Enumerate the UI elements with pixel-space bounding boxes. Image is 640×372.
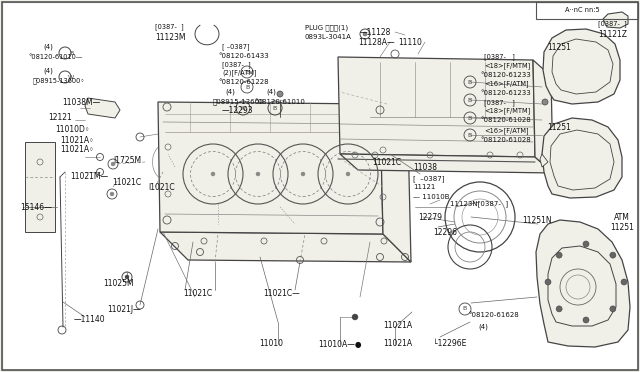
Text: 11123M: 11123M xyxy=(155,32,186,42)
Circle shape xyxy=(352,314,358,320)
Circle shape xyxy=(621,279,627,285)
Text: 0893L-3041A: 0893L-3041A xyxy=(305,34,352,40)
Circle shape xyxy=(545,279,551,285)
Text: B: B xyxy=(69,51,73,55)
Text: <18>[F/MTM]: <18>[F/MTM] xyxy=(484,62,531,69)
Text: (4): (4) xyxy=(43,44,53,50)
Text: [0387-  ]: [0387- ] xyxy=(222,62,251,68)
Text: °08120-61433: °08120-61433 xyxy=(218,53,269,59)
Text: 15146—: 15146— xyxy=(20,202,52,212)
Text: 11025M: 11025M xyxy=(103,279,134,289)
Text: (2)[F/ATM]: (2)[F/ATM] xyxy=(222,70,257,76)
Text: 11010: 11010 xyxy=(259,340,283,349)
Circle shape xyxy=(610,252,616,258)
Polygon shape xyxy=(540,154,548,167)
Text: 12296: 12296 xyxy=(433,228,457,237)
Text: ATM: ATM xyxy=(614,212,630,221)
Text: (4): (4) xyxy=(266,89,276,95)
Polygon shape xyxy=(85,98,120,118)
Polygon shape xyxy=(25,142,55,232)
Circle shape xyxy=(556,306,562,312)
Circle shape xyxy=(110,192,114,196)
Text: [0387-   ]: [0387- ] xyxy=(484,54,515,60)
Text: PLUG プラグ(1): PLUG プラグ(1) xyxy=(305,25,348,31)
Text: 11021M—: 11021M— xyxy=(70,171,108,180)
Polygon shape xyxy=(158,102,383,234)
Polygon shape xyxy=(542,118,622,198)
Text: —11140: —11140 xyxy=(74,315,106,324)
Text: I1021C: I1021C xyxy=(148,183,175,192)
Text: 12279: 12279 xyxy=(418,212,442,221)
Text: 11123N[0387-  ]: 11123N[0387- ] xyxy=(450,201,508,207)
Text: 11021A◦: 11021A◦ xyxy=(60,135,93,144)
Text: —11128: —11128 xyxy=(360,28,392,36)
Polygon shape xyxy=(380,104,411,262)
Polygon shape xyxy=(536,220,630,347)
Text: <16>[F/ATM]: <16>[F/ATM] xyxy=(484,128,529,134)
Circle shape xyxy=(301,172,305,176)
Circle shape xyxy=(256,172,260,176)
Circle shape xyxy=(125,275,129,279)
Text: 12121: 12121 xyxy=(48,112,72,122)
Text: °08120-61228: °08120-61228 xyxy=(218,79,269,85)
Text: — 11010B: — 11010B xyxy=(413,194,449,200)
Text: 11121Z: 11121Z xyxy=(598,29,627,38)
Text: W: W xyxy=(240,106,246,110)
Text: [  –0387]: [ –0387] xyxy=(413,176,445,182)
Circle shape xyxy=(277,91,283,97)
Text: 11021A: 11021A xyxy=(383,321,412,330)
Circle shape xyxy=(211,172,215,176)
Circle shape xyxy=(111,162,115,166)
Text: [0387-  ]: [0387- ] xyxy=(598,20,627,28)
Text: B: B xyxy=(463,307,467,311)
Text: (4): (4) xyxy=(225,89,235,95)
Text: [0387-   ]: [0387- ] xyxy=(484,100,515,106)
Text: °08120-61010: °08120-61010 xyxy=(254,99,305,105)
Text: (4): (4) xyxy=(43,68,53,74)
Polygon shape xyxy=(550,130,614,190)
Polygon shape xyxy=(340,154,553,173)
Text: B: B xyxy=(468,80,472,84)
Text: └12296E: └12296E xyxy=(433,340,467,349)
Text: 11021J—: 11021J— xyxy=(107,305,141,314)
Circle shape xyxy=(542,99,548,105)
Text: 11010D◦: 11010D◦ xyxy=(55,125,90,134)
Circle shape xyxy=(583,241,589,247)
Text: °08120-61028: °08120-61028 xyxy=(480,117,531,123)
Text: [0387-  ]: [0387- ] xyxy=(155,24,184,31)
Text: 11251: 11251 xyxy=(610,222,634,231)
Text: 11251: 11251 xyxy=(547,122,571,131)
Text: °08120-61233: °08120-61233 xyxy=(480,72,531,78)
Text: 11110: 11110 xyxy=(398,38,422,46)
Circle shape xyxy=(346,172,350,176)
Circle shape xyxy=(363,32,367,36)
Text: I1725M: I1725M xyxy=(113,155,141,164)
Text: <16>[F/ATM]: <16>[F/ATM] xyxy=(484,81,529,87)
Text: Ⓧ08915-13600◦: Ⓧ08915-13600◦ xyxy=(33,78,85,84)
Text: 11128A—: 11128A— xyxy=(358,38,395,46)
Circle shape xyxy=(610,306,616,312)
Text: <18>[F/MTM]: <18>[F/MTM] xyxy=(484,108,531,114)
Text: °08120-61010—: °08120-61010— xyxy=(28,54,83,60)
Text: [ –0387]: [ –0387] xyxy=(222,44,250,50)
Text: Ⓧ08915-13600: Ⓧ08915-13600 xyxy=(213,99,264,105)
Text: B: B xyxy=(245,84,249,90)
Text: 11251N: 11251N xyxy=(522,215,552,224)
Text: 11010A—●: 11010A—● xyxy=(318,340,362,349)
Text: —12293: —12293 xyxy=(222,106,253,115)
Text: A··nC nn:5: A··nC nn:5 xyxy=(565,7,600,13)
Text: 11021A◦: 11021A◦ xyxy=(60,144,93,154)
Text: B: B xyxy=(245,70,249,74)
Text: 11251: 11251 xyxy=(547,42,571,51)
Polygon shape xyxy=(533,60,553,173)
Polygon shape xyxy=(160,232,411,262)
Text: B: B xyxy=(468,132,472,138)
Text: B: B xyxy=(468,115,472,121)
Text: (4): (4) xyxy=(478,324,488,330)
Text: °08120-61028: °08120-61028 xyxy=(480,137,531,143)
Polygon shape xyxy=(552,39,613,94)
Circle shape xyxy=(556,252,562,258)
Polygon shape xyxy=(338,57,535,157)
Polygon shape xyxy=(548,246,616,326)
